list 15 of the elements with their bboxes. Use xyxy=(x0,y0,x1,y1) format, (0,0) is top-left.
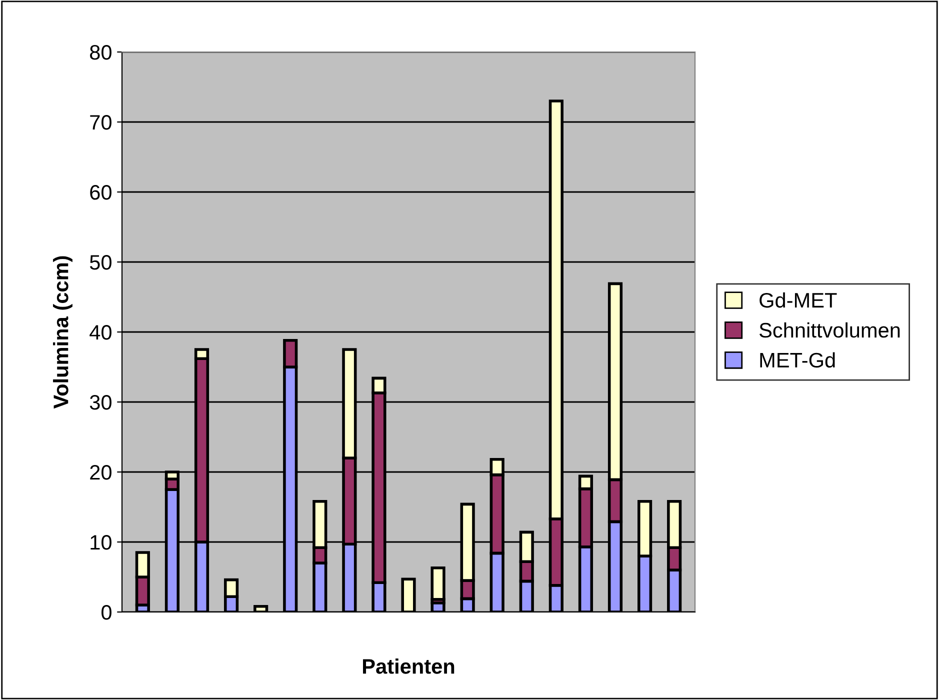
y-tick-label: 40 xyxy=(90,325,112,340)
legend-label: MET-Gd xyxy=(760,352,835,368)
y-tick-label: 10 xyxy=(90,535,112,550)
legend-label: Schnittvolumen xyxy=(759,322,900,338)
x-axis-title: Patienten xyxy=(363,658,454,674)
y-tick-label: 70 xyxy=(90,115,112,130)
y-tick-label: 0 xyxy=(102,605,112,620)
y-tick-label: 30 xyxy=(90,395,112,410)
y-tick-label: 20 xyxy=(90,465,112,480)
y-tick-label: 60 xyxy=(90,185,112,200)
bar xyxy=(430,566,446,601)
y-axis-title: Volumina (ccm) xyxy=(53,256,72,409)
y-tick-label: 80 xyxy=(90,45,112,60)
y-tick-label: 50 xyxy=(90,255,112,270)
legend-label: Gd-MET xyxy=(760,292,837,308)
